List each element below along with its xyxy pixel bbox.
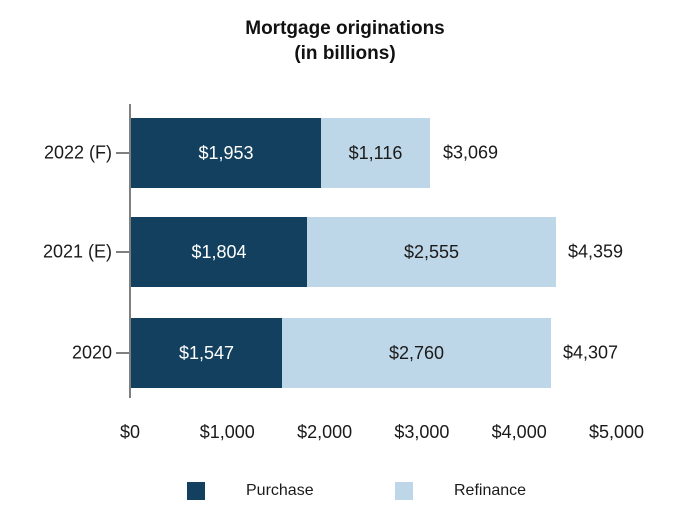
category-label: 2020 (71, 342, 112, 363)
y-axis-line (129, 104, 131, 398)
x-axis-tick-label: $4,000 (491, 422, 547, 442)
bar-stack: $1,547 $2,760 (131, 318, 551, 388)
total-value-label: $3,069 (443, 142, 499, 163)
bar-row: 2022 (F) $1,953 $1,116 $3,069 (0, 118, 690, 188)
x-axis: $0 $1,000 $2,000 $3,000 $4,000 $5,000 (0, 422, 690, 446)
total-value-label: $4,359 (568, 241, 624, 262)
x-axis-tick-label: $3,000 (394, 422, 450, 442)
segment-value-label: $2,555 (403, 241, 460, 262)
chart-title-line2: (in billions) (294, 43, 396, 65)
legend-swatch (395, 482, 413, 500)
segment-value-label: $1,804 (191, 241, 247, 262)
x-axis-tick-label: $0 (119, 422, 141, 442)
category-label: 2021 (E) (42, 241, 112, 262)
x-axis-tick-label: $5,000 (588, 422, 645, 442)
chart-title-line1: Mortgage originations (245, 18, 445, 39)
y-axis-tick (116, 251, 129, 253)
category-label: 2022 (F) (43, 142, 112, 163)
chart-title: Mortgage originations (in billions) (0, 16, 690, 66)
refinance-segment: $2,760 (282, 318, 551, 388)
bar-stack: $1,804 $2,555 (131, 217, 556, 287)
refinance-segment: $2,555 (307, 217, 556, 287)
purchase-segment: $1,953 (131, 118, 321, 188)
purchase-segment: $1,547 (131, 318, 282, 388)
bar-row: 2020 $1,547 $2,760 $4,307 (0, 318, 690, 388)
legend-label: Refinance (454, 482, 527, 499)
y-axis-tick (116, 152, 129, 154)
purchase-segment: $1,804 (131, 217, 307, 287)
legend-swatch (187, 482, 205, 500)
refinance-segment: $1,116 (321, 118, 430, 188)
legend-item-refinance: Refinance (395, 482, 526, 500)
y-axis-tick (116, 352, 129, 354)
bar-row: 2021 (E) $1,804 $2,555 $4,359 (0, 217, 690, 287)
total-value-label: $4,307 (563, 342, 619, 363)
bar-stack: $1,953 $1,116 (131, 118, 430, 188)
segment-value-label: $1,953 (198, 142, 254, 163)
x-axis-tick-label: $1,000 (199, 422, 255, 442)
segment-value-label: $1,116 (348, 142, 403, 163)
legend: Purchase Refinance (0, 482, 690, 504)
x-axis-tick-label: $2,000 (297, 422, 353, 442)
legend-label: Purchase (246, 482, 314, 499)
segment-value-label: $2,760 (388, 342, 445, 363)
legend-item-purchase: Purchase (187, 482, 314, 500)
segment-value-label: $1,547 (178, 342, 235, 363)
